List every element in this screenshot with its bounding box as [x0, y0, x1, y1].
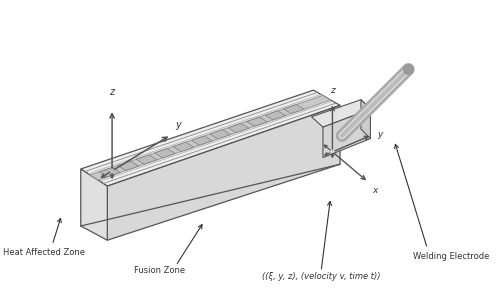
Text: y: y	[176, 120, 182, 130]
Polygon shape	[108, 105, 340, 240]
Polygon shape	[136, 155, 157, 164]
Text: z: z	[330, 86, 335, 95]
Polygon shape	[118, 161, 139, 171]
Polygon shape	[312, 100, 370, 127]
Text: x: x	[372, 186, 378, 195]
Text: Welding Electrode: Welding Electrode	[413, 252, 490, 261]
Polygon shape	[246, 117, 268, 126]
Polygon shape	[80, 90, 340, 186]
Polygon shape	[192, 136, 212, 145]
Polygon shape	[361, 100, 370, 139]
Polygon shape	[284, 104, 304, 114]
Polygon shape	[80, 169, 108, 240]
Polygon shape	[210, 130, 231, 139]
Text: z: z	[110, 87, 114, 97]
Text: ((ξ, y, z), (velocity v, time t)): ((ξ, y, z), (velocity v, time t))	[262, 272, 380, 281]
Text: Fusion Zone: Fusion Zone	[134, 266, 185, 275]
Polygon shape	[265, 111, 286, 120]
Polygon shape	[228, 123, 249, 133]
Text: Heat Affected Zone: Heat Affected Zone	[3, 248, 85, 257]
Polygon shape	[173, 142, 194, 152]
Polygon shape	[154, 148, 176, 158]
Polygon shape	[100, 167, 120, 177]
Polygon shape	[90, 95, 330, 180]
Text: y: y	[377, 130, 382, 139]
Polygon shape	[323, 109, 370, 158]
